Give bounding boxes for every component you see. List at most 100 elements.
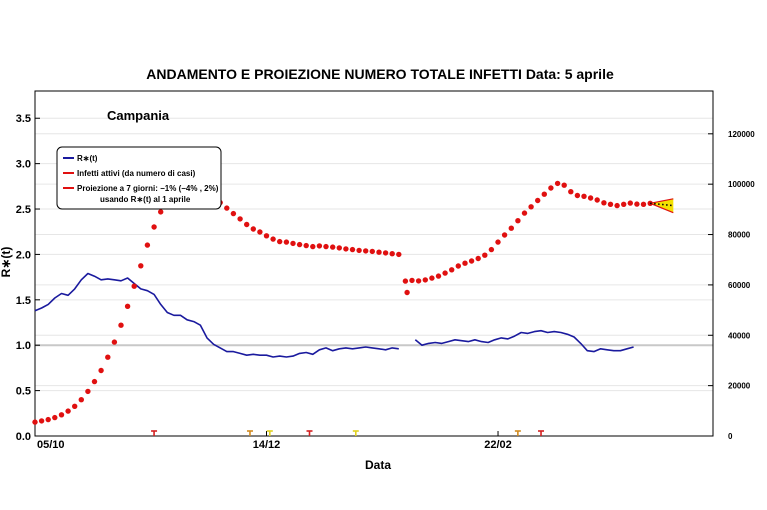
infected-point (634, 201, 640, 207)
infected-point (105, 354, 111, 360)
rt-line-segment-2 (414, 329, 634, 353)
left-tick-label: 3.5 (16, 113, 31, 125)
infected-point (568, 189, 574, 195)
infected-point (138, 263, 144, 269)
infected-point (270, 236, 276, 242)
infected-point (614, 202, 620, 209)
right-tick-label: 20000 (728, 382, 751, 391)
infected-point (574, 192, 581, 199)
left-axis: 0.0 0.5 1.0 1.5 2.0 2.5 3.0 3.5 (16, 113, 40, 443)
infected-point (488, 246, 495, 253)
infected-point (475, 255, 481, 262)
right-tick-label: 80000 (728, 231, 751, 240)
infected-point (429, 275, 435, 281)
infected-point (468, 258, 475, 264)
left-tick-label: 0.0 (16, 431, 31, 443)
infected-point (72, 403, 78, 409)
infected-point (32, 419, 38, 425)
chart-title: ANDAMENTO E PROIEZIONE NUMERO TOTALE INF… (146, 66, 614, 82)
infected-point (594, 197, 600, 203)
infected-point (462, 260, 468, 266)
legend-label-projection-note: usando R∗(t) al 1 aprile (100, 195, 191, 204)
infected-point (528, 204, 534, 210)
x-axis-label: Data (365, 458, 391, 472)
y-axis-label: R∗(t) (0, 247, 13, 278)
rt-line-segment-1 (34, 272, 399, 358)
legend-box (56, 146, 222, 210)
legend-label-projection: Proiezione a 7 giorni: −1% (−4% , 2%) (77, 184, 219, 193)
projection-lower-bound (649, 202, 674, 214)
infected-point (435, 273, 442, 279)
infected-point (336, 245, 342, 251)
infected-point (455, 263, 461, 269)
infected-point (422, 277, 428, 283)
infected-point (158, 209, 164, 215)
region-label: Campania (107, 108, 170, 123)
infected-point (58, 412, 65, 418)
infected-point (323, 243, 329, 250)
legend-label-rt: R∗(t) (77, 154, 98, 163)
infected-point (541, 191, 547, 197)
infected-point (85, 388, 91, 395)
infected-point (98, 367, 104, 374)
infected-point (409, 277, 415, 284)
infected-point (277, 238, 283, 245)
infected-point (363, 248, 369, 254)
infected-point (290, 240, 296, 247)
infected-point (356, 247, 362, 254)
plot-frame (34, 90, 714, 437)
infected-point (283, 239, 290, 245)
left-tick-label: 0.5 (16, 386, 31, 398)
left-tick-label: 3.0 (16, 159, 31, 171)
infected-point (78, 397, 85, 403)
infected-point (310, 243, 316, 250)
infected-point (151, 224, 157, 230)
infected-point (144, 242, 151, 248)
infected-point (521, 210, 528, 216)
infected-point (442, 270, 448, 276)
infected-series (32, 180, 653, 425)
infected-point (111, 339, 118, 345)
infected-point (250, 226, 256, 232)
infected-point (230, 210, 237, 217)
x-axis: 05/10 14/12 22/02 (34, 431, 512, 451)
infected-point (124, 303, 131, 309)
infected-point (224, 205, 230, 211)
infected-point (621, 201, 627, 207)
infected-point (52, 414, 58, 421)
infected-point (449, 267, 455, 273)
infected-point (369, 248, 375, 255)
right-axis: 0 20000 40000 60000 80000 100000 120000 (708, 130, 755, 441)
x-tick-label: 14/12 (253, 439, 281, 451)
infected-point (554, 180, 561, 187)
right-tick-label: 40000 (728, 331, 751, 340)
infected-point (561, 182, 567, 188)
infected-point (415, 278, 422, 284)
infected-point (581, 193, 587, 199)
infected-point (263, 233, 270, 239)
infected-point (587, 195, 594, 201)
rt-series (34, 272, 634, 358)
infected-point (402, 278, 409, 284)
infected-point (482, 252, 488, 258)
infected-point (131, 283, 137, 289)
left-tick-label: 2.0 (16, 249, 31, 261)
infected-point (501, 232, 508, 238)
infected-point (495, 239, 501, 245)
infected-point (349, 246, 356, 253)
projection-band (649, 198, 674, 214)
infected-point (91, 378, 98, 385)
infected-point (627, 200, 633, 206)
infected-point (237, 216, 243, 222)
infected-point (548, 185, 554, 191)
infected-point (65, 408, 71, 414)
infected-point (535, 197, 541, 204)
infected-point (404, 289, 410, 296)
infected-point (316, 243, 323, 249)
infected-point (118, 322, 124, 328)
infected-point (376, 249, 382, 255)
infected-point (257, 229, 263, 235)
infected-point (515, 218, 521, 224)
right-tick-label: 100000 (728, 180, 755, 189)
